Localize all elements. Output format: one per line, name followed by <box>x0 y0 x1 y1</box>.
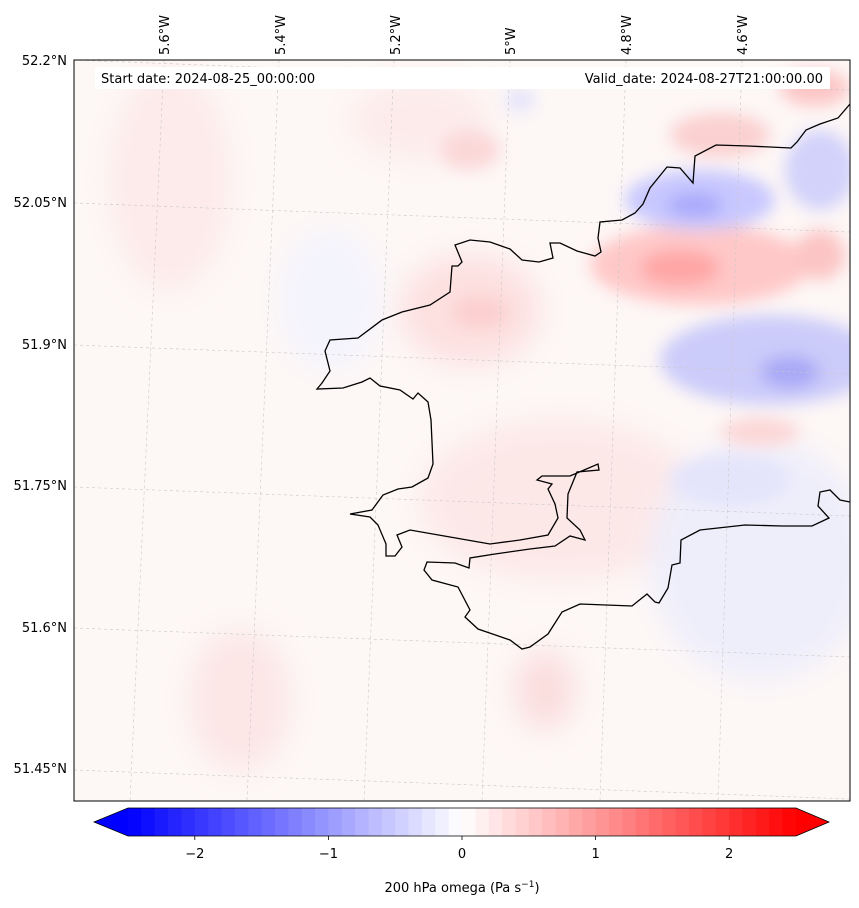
colorbar-cell <box>608 808 623 836</box>
colorbar-cell <box>261 808 276 836</box>
colorbar-label: 200 hPa omega (Pa s−1) <box>384 880 539 896</box>
longitude-labels: 5.6°W 5.4°W 5.2°W 5°W 4.8°W 4.6°W <box>158 15 751 55</box>
colorbar-cell <box>181 808 196 836</box>
colorbar-cell <box>341 808 356 836</box>
lon-label: 5.2°W <box>389 15 404 55</box>
colorbar-ticks: −2 −1 0 1 2 <box>185 836 733 862</box>
colorbar-cell <box>502 808 517 836</box>
colorbar-cell <box>542 808 557 836</box>
colorbar-cell <box>702 808 717 836</box>
lat-label: 51.45°N <box>14 762 67 777</box>
colorbar-cell <box>729 808 744 836</box>
colorbar-cell <box>649 808 663 836</box>
colorbar-cell <box>595 808 610 836</box>
lon-label: 5.4°W <box>274 15 289 55</box>
colorbar-cell <box>742 808 757 836</box>
colorbar: −2 −1 0 1 2 200 hPa omega (Pa s−1) <box>92 807 831 896</box>
lat-label: 52.05°N <box>14 196 67 211</box>
colorbar-label-superscript: −1 <box>521 880 534 890</box>
colorbar-tick-label: −2 <box>185 847 204 862</box>
colorbar-cell <box>355 808 370 836</box>
colorbar-cell <box>448 808 463 836</box>
colorbar-cell <box>208 808 223 836</box>
colorbar-cell <box>582 808 597 836</box>
colorbar-tick-label: 2 <box>725 847 733 862</box>
lat-label: 51.6°N <box>22 621 67 636</box>
colorbar-cell <box>555 808 570 836</box>
lon-label: 5°W <box>504 27 519 55</box>
colorbar-cell <box>248 808 263 836</box>
graticule <box>74 60 850 801</box>
colorbar-cells <box>128 808 797 836</box>
colorbar-cell <box>635 808 650 836</box>
colorbar-cell <box>515 808 530 836</box>
date-header-background <box>95 67 830 89</box>
colorbar-label-suffix: ) <box>534 881 539 896</box>
colorbar-cell <box>288 808 303 836</box>
colorbar-cell <box>568 808 583 836</box>
lat-label: 51.9°N <box>22 338 67 353</box>
date-header: Start date: 2024-08-25_00:00:00 Valid_da… <box>95 67 830 89</box>
colorbar-cell <box>435 808 450 836</box>
colorbar-cell <box>769 808 784 836</box>
colorbar-tick-label: 1 <box>591 847 599 862</box>
colorbar-extend-max <box>796 808 829 836</box>
colorbar-cell <box>315 808 329 836</box>
colorbar-cell <box>421 808 436 836</box>
colorbar-cell <box>662 808 677 836</box>
colorbar-cell <box>755 808 770 836</box>
colorbar-cell <box>395 808 410 836</box>
colorbar-cell <box>715 808 730 836</box>
colorbar-cell <box>168 808 183 836</box>
plot-frame <box>73 59 851 802</box>
lon-label: 4.6°W <box>736 15 751 55</box>
colorbar-extend-min <box>94 808 128 836</box>
colorbar-cell <box>475 808 490 836</box>
colorbar-cell <box>234 808 249 836</box>
colorbar-cell <box>301 808 316 836</box>
colorbar-cell <box>462 808 476 836</box>
start-date-label: Start date: 2024-08-25_00:00:00 <box>101 72 315 87</box>
colorbar-cell <box>675 808 690 836</box>
colorbar-cell <box>194 808 209 836</box>
colorbar-cell <box>154 808 169 836</box>
lat-label: 51.75°N <box>14 479 67 494</box>
lon-label: 4.8°W <box>620 15 635 55</box>
colorbar-cell <box>128 808 142 836</box>
colorbar-cell <box>274 808 289 836</box>
colorbar-outline <box>92 807 831 837</box>
valid-date-label: Valid_date: 2024-08-27T21:00:00.00 <box>585 72 823 87</box>
colorbar-cell <box>141 808 156 836</box>
colorbar-cell <box>368 808 383 836</box>
colorbar-cell <box>689 808 704 836</box>
colorbar-tick-label: 0 <box>458 847 466 862</box>
map-plot-area <box>74 60 850 801</box>
omega-field <box>110 70 850 770</box>
colorbar-cell <box>782 808 797 836</box>
colorbar-cell <box>381 808 396 836</box>
colorbar-cell <box>408 808 423 836</box>
colorbar-cell <box>528 808 543 836</box>
colorbar-tick-label: −1 <box>319 847 338 862</box>
lat-label: 52.2°N <box>22 54 67 69</box>
latitude-labels: 52.2°N 52.05°N 51.9°N 51.75°N 51.6°N 51.… <box>14 54 67 777</box>
colorbar-cell <box>622 808 637 836</box>
colorbar-cell <box>328 808 343 836</box>
colorbar-label-text: 200 hPa omega (Pa s <box>384 881 521 896</box>
lon-label: 5.6°W <box>158 15 173 55</box>
colorbar-cell <box>221 808 236 836</box>
coastline <box>315 103 850 650</box>
colorbar-cell <box>488 808 503 836</box>
